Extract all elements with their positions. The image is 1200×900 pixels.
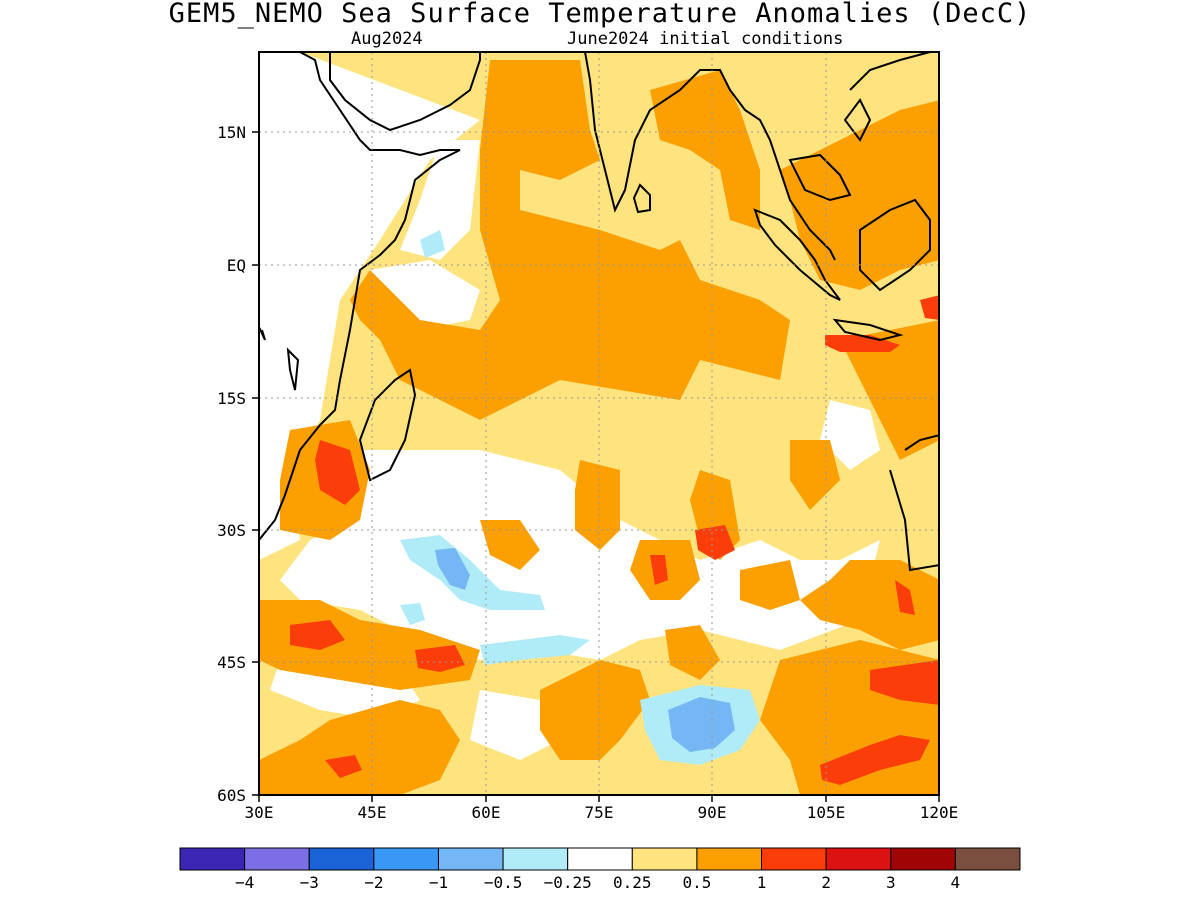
colorbar-label: −1 bbox=[429, 873, 448, 892]
colorbar-label: 3 bbox=[886, 873, 896, 892]
colorbar bbox=[179, 847, 1021, 871]
colorbar-swatch bbox=[244, 847, 310, 871]
x-tick-label: 90E bbox=[698, 803, 727, 822]
y-tick-label: 60S bbox=[217, 786, 246, 805]
anomaly-band-1-2 bbox=[290, 295, 939, 785]
colorbar-swatch bbox=[373, 847, 439, 871]
y-tick-label: 15S bbox=[217, 389, 246, 408]
x-tick-label: 75E bbox=[585, 803, 614, 822]
colorbar-swatch bbox=[696, 847, 763, 871]
colorbar-swatch bbox=[631, 847, 698, 871]
axis-ticks bbox=[252, 131, 940, 802]
colorbar-swatch bbox=[825, 847, 892, 871]
colorbar-swatch bbox=[502, 847, 569, 871]
x-tick-label: 120E bbox=[920, 803, 959, 822]
colorbar-label: 0.25 bbox=[613, 873, 652, 892]
colorbar-label: 0.5 bbox=[682, 873, 711, 892]
colorbar-swatch bbox=[954, 847, 1021, 871]
colorbar-swatch bbox=[567, 847, 633, 871]
x-tick-label: 45E bbox=[358, 803, 387, 822]
x-tick-label: 105E bbox=[807, 803, 846, 822]
colorbar-swatch bbox=[437, 847, 504, 871]
x-tick-label: 30E bbox=[245, 803, 274, 822]
x-tick-label: 60E bbox=[472, 803, 501, 822]
colorbar-labels: −4 −3 −2 −1 −0.5 −0.25 0.25 0.5 1 2 3 4 bbox=[235, 873, 960, 892]
colorbar-label: −2 bbox=[364, 873, 383, 892]
initial-conditions-label: June2024 initial conditions bbox=[567, 29, 844, 49]
coastlines bbox=[259, 52, 939, 572]
y-tick-label: 45S bbox=[217, 653, 246, 672]
y-tick-labels: 15N EQ 15S 30S 45S 60S bbox=[217, 123, 246, 805]
anomaly-band-near-zero bbox=[270, 140, 880, 760]
colorbar-label: −0.25 bbox=[544, 873, 592, 892]
colorbar-label: 2 bbox=[821, 873, 831, 892]
y-tick-label: EQ bbox=[227, 256, 246, 275]
colorbar-label: 1 bbox=[757, 873, 767, 892]
anomaly-band-neg0.5-neg1 bbox=[435, 548, 735, 752]
y-tick-label: 30S bbox=[217, 521, 246, 540]
x-tick-labels: 30E 45E 60E 75E 90E 105E 120E bbox=[245, 803, 959, 822]
colorbar-label: −0.5 bbox=[484, 873, 523, 892]
colorbar-label: −4 bbox=[235, 873, 254, 892]
colorbar-swatch bbox=[308, 847, 375, 871]
map-title: GEM5_NEMO Sea Surface Temperature Anomal… bbox=[168, 0, 1032, 29]
colorbar-swatch bbox=[179, 847, 246, 871]
colorbar-label: −3 bbox=[300, 873, 319, 892]
colorbar-label: 4 bbox=[951, 873, 961, 892]
gridlines bbox=[259, 52, 939, 795]
y-tick-label: 15N bbox=[217, 123, 246, 142]
valid-month-label: Aug2024 bbox=[351, 29, 423, 49]
colorbar-swatch bbox=[761, 847, 827, 871]
colorbar-swatch bbox=[890, 847, 956, 871]
